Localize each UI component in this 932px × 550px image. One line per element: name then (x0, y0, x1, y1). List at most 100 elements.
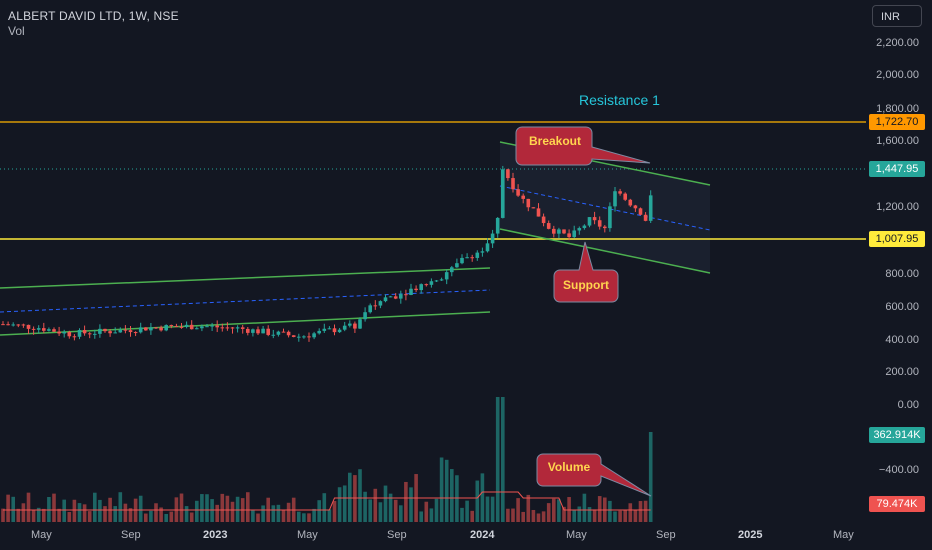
volume-bar (552, 498, 556, 522)
volume-bar (450, 469, 454, 522)
volume-bar (98, 499, 102, 522)
volume-bar (128, 508, 133, 522)
candle-body (189, 324, 194, 330)
candle-body (643, 214, 648, 221)
volume-bar (210, 499, 214, 522)
volume-label: Volume (548, 460, 591, 474)
volume-bar (557, 499, 561, 522)
candle-body (67, 331, 72, 337)
volume-bar (342, 485, 347, 522)
volume-bar (113, 506, 117, 522)
volume-bar (383, 485, 388, 522)
candle-body (307, 336, 311, 338)
volume-bar (26, 492, 31, 522)
support-callout: Support (553, 241, 619, 303)
rising-channel-upper (0, 267, 491, 289)
time-tick: Sep (387, 529, 407, 541)
candle-body (358, 319, 362, 329)
candle-body (552, 228, 556, 234)
volume-bar (388, 493, 393, 522)
volume-bar (368, 499, 372, 522)
volume-bar (31, 509, 36, 522)
candle-body (82, 330, 87, 334)
candle-body (77, 330, 82, 337)
candle-body (638, 208, 643, 215)
candle-body (113, 332, 117, 334)
volume-bar (536, 513, 541, 522)
candle-body (465, 257, 469, 259)
candle-body (6, 324, 10, 326)
volume-bar (490, 496, 495, 522)
candle-body (251, 329, 255, 333)
volume-bar (230, 501, 235, 522)
symbol-title: ALBERT DAVID LTD, 1W, NSE (8, 9, 179, 23)
candle-body (470, 257, 474, 259)
volume-bar (93, 492, 97, 522)
support-label: Support (563, 278, 609, 292)
time-tick: Sep (121, 529, 141, 541)
rising-channel-lower (0, 311, 491, 336)
price-tick: 2,200.00 (876, 37, 919, 49)
candle-body (123, 329, 128, 331)
candle-body (57, 331, 61, 334)
time-tick: Sep (656, 529, 676, 541)
time-tick: May (566, 529, 587, 541)
volume-ma-line (3, 491, 651, 511)
volume-bar (77, 503, 82, 522)
candle-body (16, 324, 21, 326)
volume-bar (531, 509, 536, 522)
volume-bar (246, 492, 250, 522)
resistance-price-badge: 1,722.70 (869, 114, 925, 130)
candle-body (118, 329, 123, 333)
volume-bar (608, 500, 612, 522)
candle-body (159, 327, 163, 331)
volume-bar (144, 513, 148, 522)
volume-bar (103, 506, 107, 522)
candle-body (383, 297, 388, 302)
volume-bar (638, 501, 643, 522)
volume-bar (276, 504, 281, 522)
currency-button[interactable]: INR (872, 5, 922, 27)
candle-body (240, 327, 245, 329)
candle-body (87, 333, 92, 335)
volume-bar (618, 510, 622, 522)
volume-bar (317, 500, 321, 522)
volume-bar (67, 512, 72, 522)
candle-body (271, 334, 276, 336)
volume-bar (169, 511, 174, 522)
candle-body (480, 251, 485, 253)
volume-bar (516, 498, 520, 522)
volume-bar (465, 500, 469, 522)
volume-bar (312, 508, 316, 522)
candle-body (103, 328, 107, 332)
candle-body (312, 333, 316, 338)
last-volume-badge: 362.914K (869, 427, 925, 443)
candle-body (521, 195, 525, 199)
candle-body (526, 198, 531, 208)
candle-body (246, 328, 250, 333)
volume-bar (485, 496, 490, 522)
flag-channel-lower (499, 228, 711, 274)
candle-body (495, 217, 500, 234)
volume-bar (373, 488, 378, 522)
candle-body (62, 331, 66, 334)
volume-bar (353, 475, 357, 522)
volume-bar (429, 508, 434, 522)
price-tick: 1,600.00 (876, 135, 919, 147)
volume-bar (215, 504, 219, 522)
price-tick: 600.00 (885, 301, 919, 313)
volume-bar (399, 505, 403, 522)
candle-body (302, 336, 306, 338)
candle-body (501, 169, 505, 218)
candle-body (399, 294, 403, 299)
candle-body (317, 330, 321, 334)
candle-body (353, 323, 357, 329)
volume-callout: Volume (536, 453, 652, 497)
volume-bar (297, 511, 301, 522)
candle-body (628, 199, 633, 206)
volume-bar (424, 501, 429, 522)
candle-body (541, 216, 546, 224)
candle-body (47, 329, 51, 331)
candle-body (378, 301, 383, 306)
